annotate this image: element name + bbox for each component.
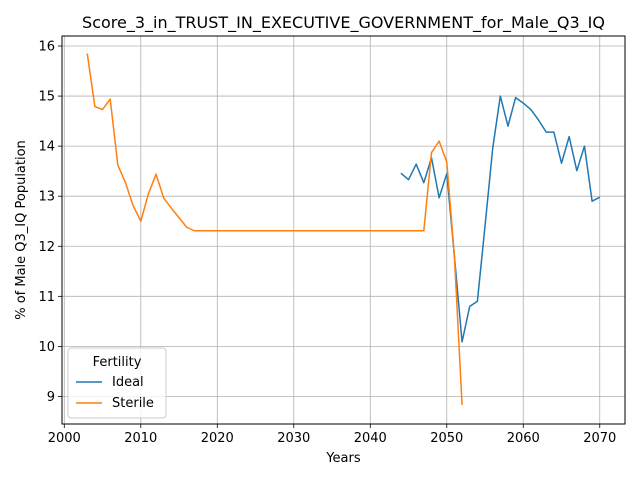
legend-box (67, 347, 167, 419)
x-tick-label: 2030 (277, 431, 310, 446)
plot-frame (61, 35, 626, 425)
y-tick-label: 13 (38, 190, 55, 205)
series-lines (86, 53, 601, 406)
legend-label-sterile: Sterile (112, 396, 154, 411)
x-tick-label: 2060 (507, 431, 540, 446)
x-tick-label: 2040 (354, 431, 387, 446)
x-tick-label: 2000 (48, 431, 81, 446)
y-tick-label: 11 (38, 290, 55, 305)
legend-label-ideal: Ideal (112, 375, 144, 390)
legend-title: Fertility (93, 355, 142, 370)
x-tick-label: 2050 (430, 431, 463, 446)
chart-title: Score_3_in_TRUST_IN_EXECUTIVE_GOVERNMENT… (82, 13, 605, 33)
y-tick-label: 12 (38, 240, 55, 255)
y-tick-label: 16 (38, 40, 55, 55)
x-tick-label: 2010 (124, 431, 157, 446)
y-tick-label: 14 (38, 140, 55, 155)
x-axis-label: Years (325, 451, 361, 466)
y-axis-label: % of Male Q3_IQ Population (14, 140, 29, 320)
legend-items: Ideal Sterile (76, 375, 154, 411)
y-tick-label: 10 (38, 340, 55, 355)
axis-ticks: 2000 2010 2020 2030 2040 2050 2060 2070 9 10 11 12 1… (38, 40, 616, 446)
y-tick-label: 9 (47, 390, 55, 405)
series-line-ideal (400, 95, 601, 343)
x-tick-label: 2070 (583, 431, 616, 446)
series-line-sterile (86, 53, 463, 406)
y-tick-label: 15 (38, 90, 55, 105)
legend: Fertility Ideal Sterile (67, 347, 167, 419)
x-tick-label: 2020 (201, 431, 234, 446)
